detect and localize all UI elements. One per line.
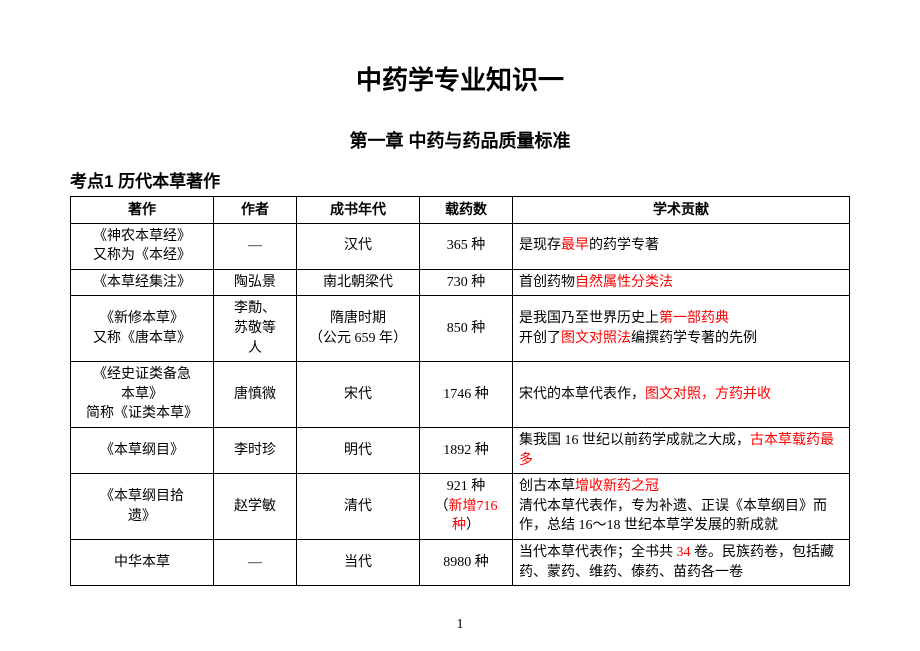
highlight-text: 第一部药典 xyxy=(659,311,729,326)
cell-count: 730 种 xyxy=(420,269,513,296)
highlight-text: 增收新药之冠 xyxy=(575,479,659,494)
text: 首创药物 xyxy=(519,275,575,290)
cell-count: 1892 种 xyxy=(420,427,513,473)
text: 开创了 xyxy=(519,331,561,346)
cell-work: 《经史证类备急 本草》 简称《证类本草》 xyxy=(71,362,214,428)
cell-author: — xyxy=(214,539,297,585)
cell-era: 清代 xyxy=(297,474,420,540)
table-header-row: 著作 作者 成书年代 载药数 学术贡献 xyxy=(71,197,850,224)
text: 是现存 xyxy=(519,238,561,253)
col-header-author: 作者 xyxy=(214,197,297,224)
cell-author: 陶弘景 xyxy=(214,269,297,296)
cell-author: 李时珍 xyxy=(214,427,297,473)
highlight-text: 最早 xyxy=(561,238,589,253)
cell-contrib: 宋代的本草代表作，图文对照，方药并收 xyxy=(513,362,850,428)
cell-era: 南北朝梁代 xyxy=(297,269,420,296)
table-row: 《本草纲目拾 遗》 赵学敏 清代 921 种 （新增716 种） 创古本草增收新… xyxy=(71,474,850,540)
text: ） xyxy=(466,518,480,533)
cell-work: 《本草纲目拾 遗》 xyxy=(71,474,214,540)
cell-era: 汉代 xyxy=(297,223,420,269)
cell-contrib: 是现存最早的药学专著 xyxy=(513,223,850,269)
cell-era: 当代 xyxy=(297,539,420,585)
cell-count: 8980 种 xyxy=(420,539,513,585)
cell-work: 《本草纲目》 xyxy=(71,427,214,473)
table-row: 中华本草 — 当代 8980 种 当代本草代表作；全书共 34 卷。民族药卷，包… xyxy=(71,539,850,585)
cell-contrib: 当代本草代表作；全书共 34 卷。民族药卷，包括藏药、蒙药、维药、傣药、苗药各一… xyxy=(513,539,850,585)
cell-count: 1746 种 xyxy=(420,362,513,428)
cell-work: 中华本草 xyxy=(71,539,214,585)
cell-author: 赵学敏 xyxy=(214,474,297,540)
cell-contrib: 是我国乃至世界历史上第一部药典 开创了图文对照法编撰药学专著的先例 xyxy=(513,296,850,362)
table-row: 《本草纲目》 李时珍 明代 1892 种 集我国 16 世纪以前药学成就之大成，… xyxy=(71,427,850,473)
document-page: 中药学专业知识一 第一章 中药与药品质量标准 考点1 历代本草著作 著作 作者 … xyxy=(0,0,920,606)
cell-work: 《本草经集注》 xyxy=(71,269,214,296)
text: 集我国 16 世纪以前药学成就之大成， xyxy=(519,433,750,448)
cell-author: 李勣、 苏敬等 人 xyxy=(214,296,297,362)
cell-count: 365 种 xyxy=(420,223,513,269)
text: 921 种 xyxy=(447,479,486,494)
text: 的药学专著 xyxy=(589,238,659,253)
cell-work: 《神农本草经》 又称为《本经》 xyxy=(71,223,214,269)
cell-era: 隋唐时期 （公元 659 年） xyxy=(297,296,420,362)
text: 本草》 xyxy=(121,387,163,402)
text: 《经史证类备急 xyxy=(93,367,191,382)
cell-work: 《新修本草》 又称《唐本草》 xyxy=(71,296,214,362)
highlight-text: 34 xyxy=(677,545,691,560)
text: 创古本草 xyxy=(519,479,575,494)
text: 苏敬等 xyxy=(234,321,276,336)
cell-era: 明代 xyxy=(297,427,420,473)
text: 简称《证类本草》 xyxy=(86,406,198,421)
cell-contrib: 首创药物自然属性分类法 xyxy=(513,269,850,296)
cell-author: — xyxy=(214,223,297,269)
highlight-text: 图文对照法 xyxy=(561,331,631,346)
text: 又称《唐本草》 xyxy=(93,331,191,346)
text: （公元 659 年） xyxy=(309,331,407,346)
text: 清代本草代表作，专为补遗、正误《本草纲目》而作，总结 16～18 世纪本草学发展… xyxy=(519,499,827,534)
text: 当代本草代表作；全书共 xyxy=(519,545,677,560)
col-header-era: 成书年代 xyxy=(297,197,420,224)
text: 《神农本草经》 xyxy=(93,229,191,244)
text: 《新修本草》 xyxy=(100,311,184,326)
cell-count: 921 种 （新增716 种） xyxy=(420,474,513,540)
bencao-table: 著作 作者 成书年代 载药数 学术贡献 《神农本草经》 又称为《本经》 — 汉代… xyxy=(70,196,850,586)
table-row: 《新修本草》 又称《唐本草》 李勣、 苏敬等 人 隋唐时期 （公元 659 年）… xyxy=(71,296,850,362)
table-row: 《神农本草经》 又称为《本经》 — 汉代 365 种 是现存最早的药学专著 xyxy=(71,223,850,269)
text: 编撰药学专著的先例 xyxy=(631,331,757,346)
text: 是我国乃至世界历史上 xyxy=(519,311,659,326)
col-header-contrib: 学术贡献 xyxy=(513,197,850,224)
cell-contrib: 集我国 16 世纪以前药学成就之大成，古本草载药最多 xyxy=(513,427,850,473)
cell-era: 宋代 xyxy=(297,362,420,428)
cell-author: 唐慎微 xyxy=(214,362,297,428)
text: 李勣、 xyxy=(234,301,276,316)
text: 又称为《本经》 xyxy=(93,248,191,263)
cell-contrib: 创古本草增收新药之冠 清代本草代表作，专为补遗、正误《本草纲目》而作，总结 16… xyxy=(513,474,850,540)
text: 《本草纲目拾 xyxy=(100,489,184,504)
chapter-title: 第一章 中药与药品质量标准 xyxy=(70,127,850,153)
highlight-text: 自然属性分类法 xyxy=(575,275,673,290)
table-row: 《经史证类备急 本草》 简称《证类本草》 唐慎微 宋代 1746 种 宋代的本草… xyxy=(71,362,850,428)
section-title: 考点1 历代本草著作 xyxy=(70,167,850,192)
text: 宋代的本草代表作， xyxy=(519,387,645,402)
cell-count: 850 种 xyxy=(420,296,513,362)
highlight-text: 图文对照，方药并收 xyxy=(645,387,771,402)
text: 遗》 xyxy=(128,509,156,524)
page-number: 1 xyxy=(0,617,920,633)
table-row: 《本草经集注》 陶弘景 南北朝梁代 730 种 首创药物自然属性分类法 xyxy=(71,269,850,296)
text: 人 xyxy=(248,341,262,356)
col-header-work: 著作 xyxy=(71,197,214,224)
main-title: 中药学专业知识一 xyxy=(70,60,850,97)
text: 隋唐时期 xyxy=(330,311,386,326)
text: （ xyxy=(435,499,449,514)
col-header-count: 载药数 xyxy=(420,197,513,224)
